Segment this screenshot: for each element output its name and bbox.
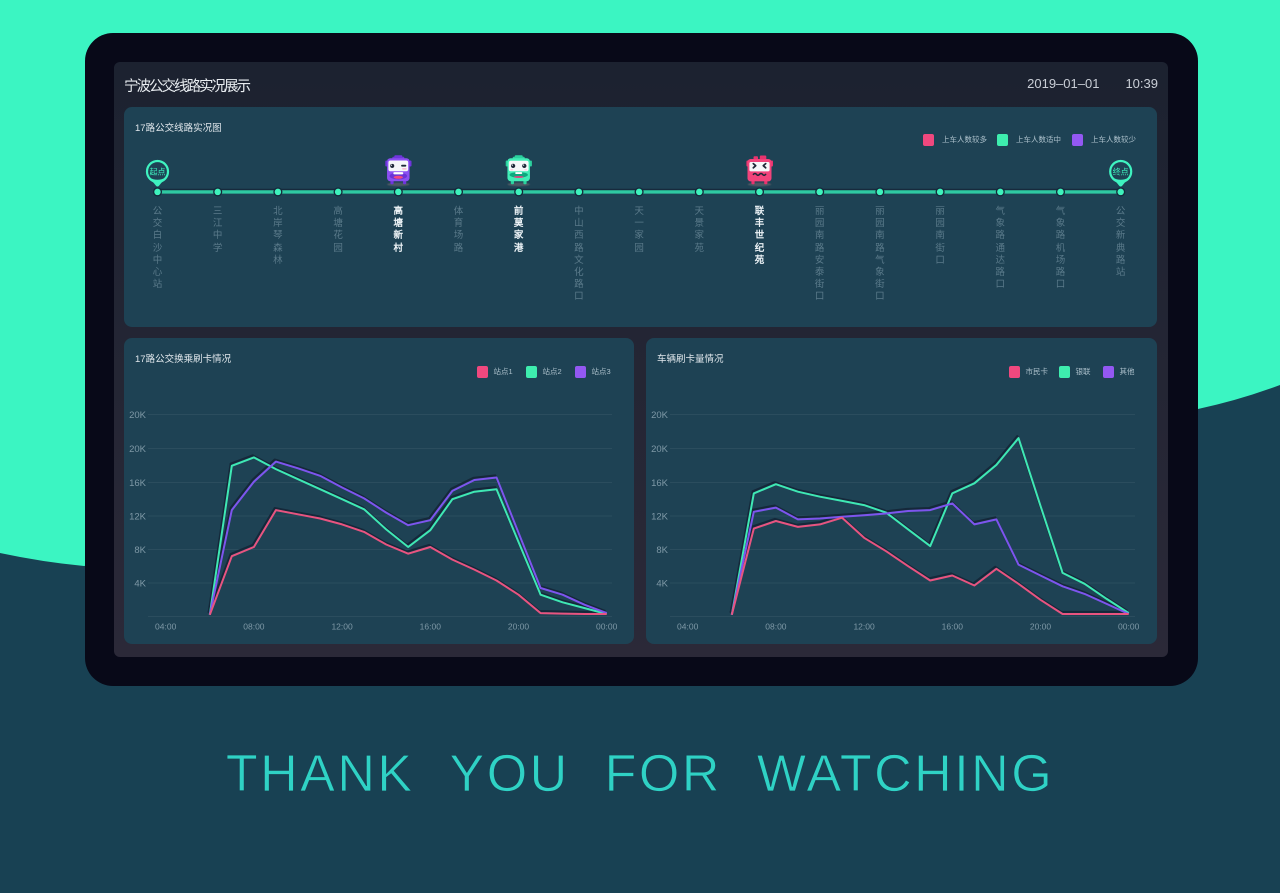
svg-text:起点: 起点 [150, 167, 166, 176]
svg-text:16K: 16K [651, 478, 669, 489]
svg-text:20:00: 20:00 [1030, 622, 1052, 632]
svg-text:04:00: 04:00 [677, 622, 699, 632]
svg-text:08:00: 08:00 [243, 622, 265, 632]
svg-text:16:00: 16:00 [420, 622, 442, 632]
svg-text:20K: 20K [651, 410, 669, 421]
svg-text:8K: 8K [656, 545, 668, 556]
svg-text:16K: 16K [129, 478, 147, 489]
svg-text:00:00: 00:00 [1118, 622, 1140, 632]
svg-text:20K: 20K [129, 410, 147, 421]
svg-text:4K: 4K [134, 579, 146, 590]
svg-text:12:00: 12:00 [331, 622, 353, 632]
svg-text:4K: 4K [656, 579, 668, 590]
svg-text:12K: 12K [129, 512, 147, 523]
svg-text:00:00: 00:00 [596, 622, 618, 632]
svg-text:20K: 20K [129, 444, 147, 455]
svg-text:20K: 20K [651, 444, 669, 455]
svg-text:08:00: 08:00 [765, 622, 787, 632]
svg-text:12:00: 12:00 [853, 622, 875, 632]
svg-text:8K: 8K [134, 545, 146, 556]
svg-text:12K: 12K [651, 512, 669, 523]
svg-text:终点: 终点 [1113, 166, 1129, 176]
svg-text:16:00: 16:00 [942, 622, 964, 632]
svg-text:20:00: 20:00 [508, 622, 530, 632]
svg-text:04:00: 04:00 [155, 622, 177, 632]
